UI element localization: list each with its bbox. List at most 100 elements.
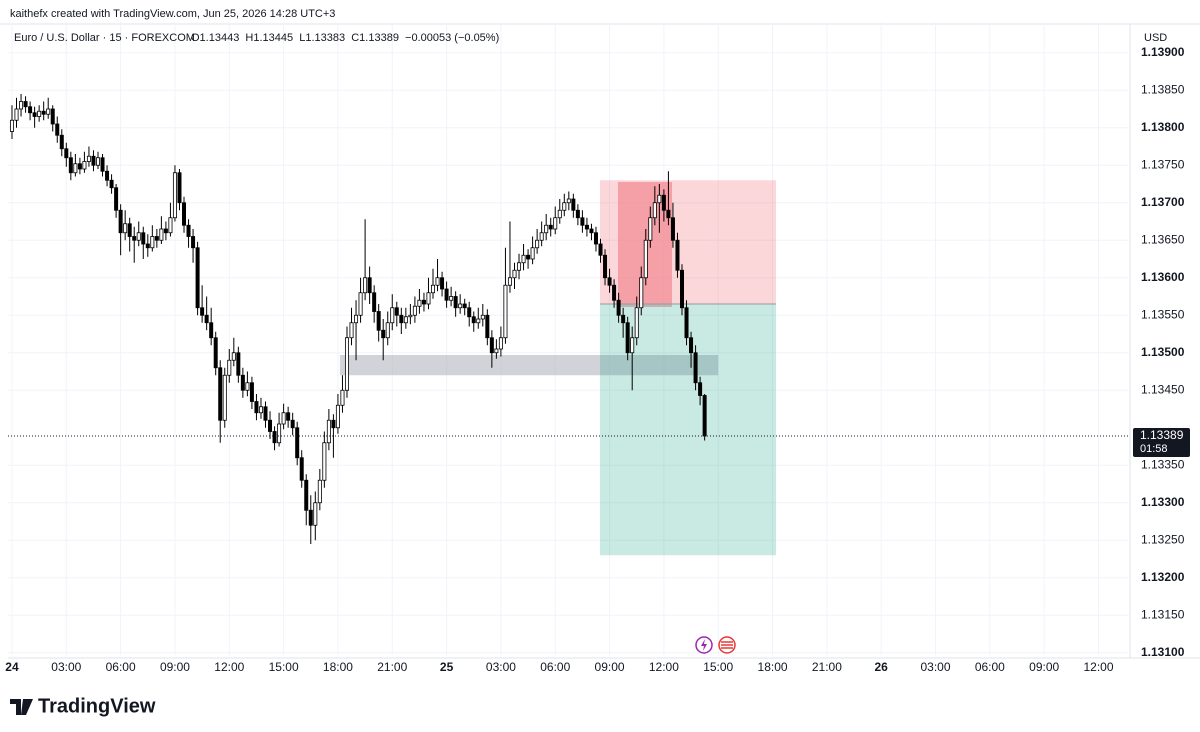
candle-body [566,198,571,204]
candle-body [616,299,621,316]
candle-body [335,404,340,429]
candle-body [584,224,589,230]
candle-body [290,419,295,429]
x-tick-label: 26 [875,660,889,674]
x-tick-label: 06:00 [975,660,1005,674]
y-tick-label: 1.13200 [1141,570,1185,584]
candle-body [182,202,187,226]
candle-body [412,305,417,316]
candle-body [648,217,653,241]
candle-body [390,307,395,324]
candle-body [539,232,544,241]
event-flag-stripes [721,641,733,649]
candle-body [59,134,64,150]
candle-body [553,217,558,230]
candle-body [652,202,657,219]
candle-body [535,239,540,249]
y-tick-label: 1.13650 [1141,232,1185,246]
candle-body [548,224,553,230]
candle-body [9,119,14,132]
x-tick-label: 25 [440,660,454,674]
x-tick-label: 21:00 [377,660,407,674]
y-tick-label: 1.13800 [1141,120,1185,134]
candle-body [621,314,626,324]
x-tick-label: 12:00 [1083,660,1113,674]
y-tick-label: 1.13700 [1141,195,1185,209]
candle-body [349,322,354,339]
candle-body [675,239,680,271]
candle-body [331,419,336,429]
candle-body [462,303,467,309]
candle-body [607,277,612,286]
candle-body [100,157,105,172]
x-tick-label: 03:00 [920,660,950,674]
candle-body [498,337,503,350]
candle-body [32,112,37,117]
y-tick-label: 1.13350 [1141,457,1185,471]
candle-body [684,307,689,339]
x-tick-label: 06:00 [106,660,136,674]
candle-body [295,427,300,459]
x-tick-label: 12:00 [649,660,679,674]
candle-body [281,412,286,425]
candle-body [526,254,531,260]
candle-body [172,172,177,219]
candle-body [14,108,19,121]
candle-body [639,277,644,309]
candle-body [95,157,100,166]
candle-body [689,337,694,354]
candle-body [489,337,494,354]
candle-body [132,236,137,241]
candle-body [679,269,684,309]
candle-body [213,337,218,369]
candle-body [23,101,28,108]
candle-body [363,277,368,294]
y-tick-label: 1.13250 [1141,532,1185,546]
candle-body [245,382,250,391]
countdown: 01:58 [1140,443,1168,455]
x-tick-label: 15:00 [269,660,299,674]
candle-body [444,288,449,301]
candle-body [68,157,73,174]
candle-body [612,284,617,301]
candle-body [209,322,214,339]
candle-body [136,232,141,241]
x-tick-label: 09:00 [160,660,190,674]
candle-body [440,277,445,290]
candle-body [308,509,313,526]
candle-body [240,374,245,391]
y-tick-label: 1.13850 [1141,82,1185,96]
candle-body [168,217,173,234]
candle-body [449,296,454,301]
candle-body [598,243,603,256]
candle-body [222,374,227,421]
x-tick-label: 18:00 [323,660,353,674]
y-tick-label: 1.13300 [1141,495,1185,509]
candle-body [603,254,608,279]
candle-body [177,172,182,204]
symbol: Euro / U.S. Dollar · 15 · FOREXCOM [14,32,195,44]
candle-body [55,123,60,136]
candle-body [625,322,630,354]
candle-body [159,228,164,241]
candle-body [105,170,110,181]
candle-body [512,269,517,279]
candle-body [191,236,196,249]
candle-body [666,209,671,219]
drawings [339,180,776,556]
candle-body [453,296,458,309]
candle-body [372,292,377,312]
quote: O1.13443 H1.13445 L1.13383 C1.13389 −0.0… [191,32,499,44]
candle-body [494,348,499,354]
candle-body [698,382,703,396]
candle-body [186,224,191,237]
candle-body [385,322,390,339]
candle-body [367,277,372,294]
candle-body [630,337,635,354]
candle-body [571,198,576,211]
candle-body [657,194,662,204]
candle-body [661,194,666,211]
candle-body [476,318,481,324]
x-tick-label: 18:00 [758,660,788,674]
